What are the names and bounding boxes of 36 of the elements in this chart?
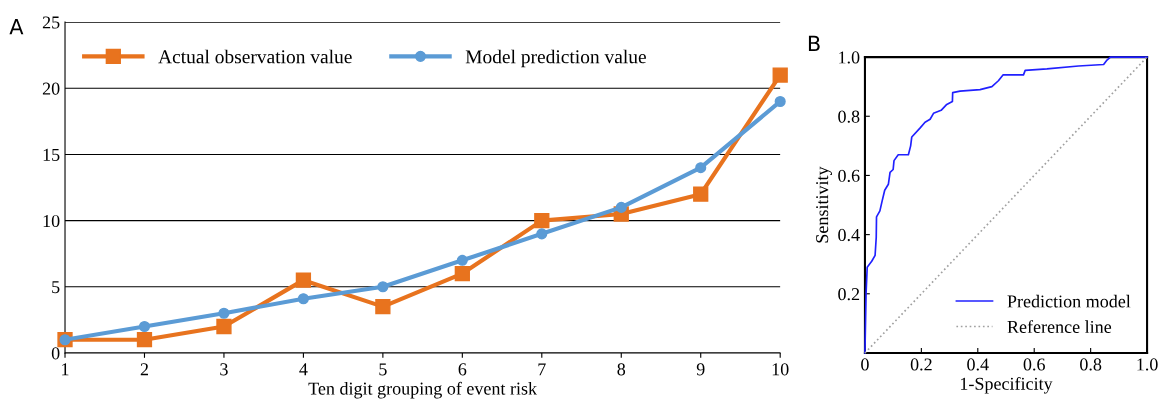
x-tick-label: 3 — [220, 363, 228, 376]
x-tick-label: 0 — [861, 358, 869, 371]
x-tick-label: 1.0 — [1137, 358, 1158, 371]
x-tick-label: 5 — [379, 363, 387, 376]
legend-label: Reference line — [1007, 320, 1112, 334]
y-tick-label: 1.0 — [839, 51, 860, 64]
legend-label: Model prediction value — [465, 49, 646, 68]
y-tick-label: 0.4 — [838, 228, 860, 242]
y-tick-label: 0.2 — [838, 288, 860, 301]
y-tick-label: 25 — [42, 16, 60, 29]
x-tick-label: 7 — [538, 363, 546, 376]
x-tick-label: 4 — [299, 363, 308, 376]
y-tick-label: 0.8 — [838, 110, 860, 123]
x-tick-label: 0.2 — [910, 358, 932, 371]
y-axis-title: Sensitivity — [816, 166, 832, 243]
x-axis-title: 1-Specificity — [960, 376, 1053, 394]
x-tick-label: 0.4 — [967, 358, 989, 371]
y-tick-label: 5 — [52, 281, 60, 294]
x-tick-label: 0.6 — [1023, 358, 1045, 371]
x-tick-label: 0.8 — [1080, 358, 1102, 371]
x-tick-label: 9 — [696, 363, 705, 376]
y-tick-label: 10 — [43, 214, 60, 228]
y-tick-label: 20 — [42, 82, 60, 95]
text: B — [808, 35, 820, 52]
x-tick-label: 8 — [617, 363, 626, 376]
text: A — [9, 18, 24, 35]
y-tick-label: 0.6 — [838, 169, 860, 182]
legend-label: Actual observation value — [158, 49, 352, 64]
legend-label: Prediction model — [1007, 294, 1131, 308]
y-tick-label: 15 — [43, 148, 60, 161]
y-tick-label: 0 — [51, 347, 60, 360]
x-tick-label: 2 — [140, 363, 148, 376]
x-axis-title: Ten digit grouping of event risk — [308, 381, 538, 399]
x-tick-label: 10 — [772, 363, 789, 376]
x-tick-label: 1 — [62, 363, 69, 376]
x-tick-label: 6 — [458, 363, 467, 376]
